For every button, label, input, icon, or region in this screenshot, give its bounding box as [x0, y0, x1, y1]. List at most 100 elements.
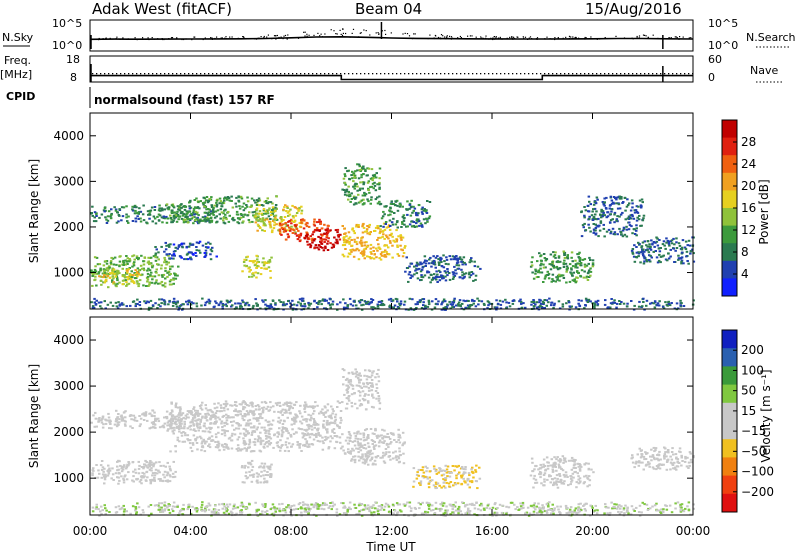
data-cell — [250, 431, 254, 434]
data-cell — [188, 201, 191, 204]
data-cell — [568, 280, 572, 283]
colorbar-tick-label: 20 — [741, 179, 756, 193]
data-cell — [250, 403, 253, 406]
data-cell — [583, 307, 586, 310]
data-cell — [350, 393, 354, 396]
data-cell — [110, 208, 113, 211]
data-cell — [174, 246, 177, 249]
data-cell — [236, 438, 239, 441]
data-cell — [178, 409, 182, 412]
data-cell — [255, 276, 258, 279]
data-cell — [362, 447, 365, 449]
data-cell — [599, 221, 603, 224]
data-cell — [269, 276, 272, 279]
nave-dot — [440, 73, 442, 75]
data-cell — [592, 228, 596, 231]
nave-dot — [276, 73, 278, 75]
data-cell — [237, 199, 240, 202]
nave-dot — [296, 73, 298, 75]
data-cell — [108, 427, 111, 430]
data-cell — [628, 221, 631, 224]
data-cell — [344, 241, 348, 244]
data-cell — [165, 253, 168, 256]
data-cell — [187, 301, 191, 304]
data-cell — [203, 304, 207, 307]
data-cell — [395, 229, 398, 232]
data-cell — [406, 267, 410, 269]
data-cell — [132, 475, 135, 478]
data-cell — [95, 215, 98, 217]
data-cell — [166, 275, 169, 278]
data-cell — [279, 232, 282, 235]
data-cell — [623, 233, 627, 236]
data-cell — [552, 264, 555, 267]
data-cell — [542, 263, 545, 266]
data-cell — [274, 303, 277, 306]
data-cell — [158, 461, 161, 464]
data-cell — [192, 408, 195, 410]
data-cell — [247, 446, 251, 449]
data-cell — [397, 439, 400, 441]
data-cell — [628, 202, 631, 205]
nave-dot — [140, 73, 142, 75]
data-cell — [221, 426, 224, 429]
data-cell — [299, 304, 303, 307]
data-cell — [150, 467, 153, 470]
noise-dot — [283, 35, 285, 37]
data-cell — [255, 261, 259, 264]
data-cell — [386, 433, 389, 435]
data-cell — [366, 167, 369, 170]
data-cell — [270, 214, 273, 216]
data-cell — [127, 461, 130, 463]
data-cell — [299, 412, 302, 415]
data-cell — [245, 205, 249, 208]
data-cell — [194, 430, 197, 432]
data-cell — [581, 224, 585, 227]
data-cell — [587, 276, 591, 278]
data-cell — [238, 448, 242, 451]
data-cell — [226, 299, 229, 302]
data-cell — [643, 257, 646, 260]
data-cell — [628, 216, 632, 219]
data-cell — [415, 218, 419, 221]
data-cell — [294, 214, 298, 217]
data-cell — [165, 410, 169, 413]
data-cell — [112, 479, 115, 481]
data-cell — [204, 404, 207, 407]
data-cell — [94, 270, 98, 273]
data-cell — [121, 468, 125, 471]
data-cell — [171, 418, 175, 421]
data-cell — [146, 419, 149, 422]
data-cell — [123, 464, 126, 467]
nave-dot — [472, 73, 474, 75]
data-cell — [134, 220, 138, 223]
data-cell — [361, 456, 364, 459]
data-cell — [378, 183, 381, 186]
data-cell — [373, 184, 377, 187]
data-cell — [613, 299, 616, 302]
nave-dot — [264, 73, 266, 75]
noise-dot — [557, 37, 559, 39]
data-cell — [221, 429, 224, 432]
data-cell — [226, 416, 230, 419]
noise-dot — [306, 33, 308, 35]
data-cell — [284, 441, 288, 444]
data-cell — [565, 270, 568, 273]
data-cell — [427, 217, 431, 220]
data-cell — [162, 424, 165, 427]
data-cell — [665, 241, 668, 244]
data-cell — [413, 226, 417, 228]
data-cell — [117, 413, 120, 415]
data-cell — [353, 392, 356, 395]
data-cell — [201, 401, 204, 404]
data-cell — [580, 269, 584, 272]
data-cell — [148, 461, 151, 464]
data-cell — [263, 426, 266, 429]
data-cell — [363, 248, 366, 251]
data-cell — [357, 177, 361, 180]
data-cell — [138, 207, 141, 210]
data-cell — [204, 246, 208, 249]
data-cell — [267, 429, 271, 432]
data-cell — [534, 268, 537, 271]
data-cell — [285, 403, 288, 406]
